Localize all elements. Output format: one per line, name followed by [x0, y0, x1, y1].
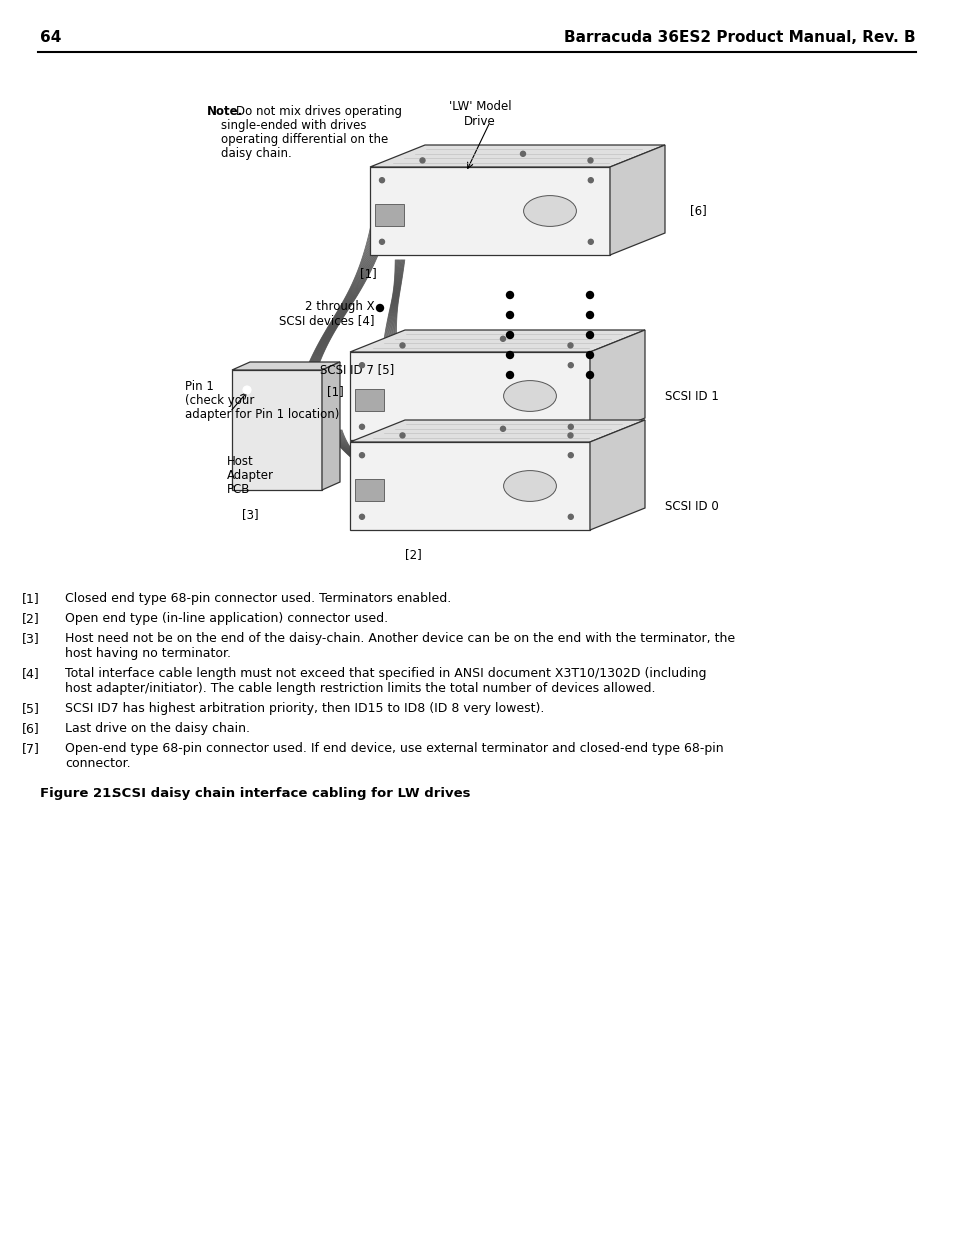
Text: Barracuda 36ES2 Product Manual, Rev. B: Barracuda 36ES2 Product Manual, Rev. B: [564, 31, 915, 46]
Bar: [355, 479, 383, 501]
Bar: [375, 205, 403, 226]
Polygon shape: [232, 370, 322, 490]
Circle shape: [506, 372, 513, 378]
Circle shape: [586, 352, 593, 358]
Circle shape: [506, 331, 513, 338]
Text: single-ended with drives: single-ended with drives: [221, 119, 366, 132]
Text: [4]: [4]: [22, 667, 40, 680]
Text: adapter for Pin 1 location): adapter for Pin 1 location): [185, 408, 339, 421]
Text: 64: 64: [40, 31, 61, 46]
Text: connector.: connector.: [65, 757, 131, 769]
Circle shape: [379, 178, 384, 183]
Text: Host: Host: [227, 454, 253, 468]
Text: [7]: [7]: [22, 742, 40, 755]
Circle shape: [568, 514, 573, 519]
Text: Open end type (in-line application) connector used.: Open end type (in-line application) conn…: [65, 613, 388, 625]
Circle shape: [399, 433, 405, 438]
Circle shape: [359, 363, 364, 368]
Text: (check your: (check your: [185, 394, 254, 408]
Circle shape: [376, 305, 383, 311]
Polygon shape: [232, 362, 339, 370]
Text: [1]: [1]: [22, 592, 40, 605]
Text: SCSI ID7 has highest arbitration priority, then ID15 to ID8 (ID 8 very lowest).: SCSI ID7 has highest arbitration priorit…: [65, 701, 544, 715]
Polygon shape: [322, 362, 339, 490]
Circle shape: [243, 387, 251, 394]
Circle shape: [506, 352, 513, 358]
Circle shape: [500, 336, 505, 341]
Polygon shape: [350, 420, 644, 442]
Text: [6]: [6]: [22, 722, 40, 735]
Circle shape: [586, 311, 593, 319]
Text: host adapter/initiator). The cable length restriction limits the total number of: host adapter/initiator). The cable lengt…: [65, 682, 655, 695]
Text: Note.: Note.: [207, 105, 243, 119]
Text: 2 through X: 2 through X: [305, 300, 375, 312]
Circle shape: [586, 331, 593, 338]
Circle shape: [568, 363, 573, 368]
Circle shape: [520, 152, 525, 157]
Text: [1]: [1]: [327, 385, 343, 398]
Bar: [355, 389, 383, 411]
Text: SCSI devices [4]: SCSI devices [4]: [279, 314, 375, 327]
Circle shape: [419, 158, 424, 163]
Text: [1]: [1]: [359, 267, 376, 280]
Circle shape: [379, 240, 384, 245]
Polygon shape: [350, 442, 589, 530]
Text: host having no terminator.: host having no terminator.: [65, 647, 231, 659]
Circle shape: [567, 433, 573, 438]
Polygon shape: [370, 167, 609, 254]
Text: Figure 21.: Figure 21.: [40, 787, 116, 800]
Circle shape: [359, 453, 364, 458]
Text: SCSI ID 0: SCSI ID 0: [664, 499, 718, 513]
Circle shape: [500, 426, 505, 431]
Text: Closed end type 68-pin connector used. Terminators enabled.: Closed end type 68-pin connector used. T…: [65, 592, 451, 605]
Circle shape: [506, 311, 513, 319]
Text: Last drive on the daisy chain.: Last drive on the daisy chain.: [65, 722, 250, 735]
Text: Pin 1: Pin 1: [185, 380, 213, 393]
Ellipse shape: [503, 471, 556, 501]
Ellipse shape: [503, 380, 556, 411]
Circle shape: [568, 453, 573, 458]
Polygon shape: [350, 330, 644, 352]
Ellipse shape: [523, 195, 576, 226]
Text: [5]: [5]: [22, 701, 40, 715]
Text: [2]: [2]: [22, 613, 40, 625]
Circle shape: [359, 425, 364, 430]
Polygon shape: [370, 144, 664, 167]
Circle shape: [588, 178, 593, 183]
Text: Do not mix drives operating: Do not mix drives operating: [235, 105, 401, 119]
Text: Host need not be on the end of the daisy-chain. Another device can be on the end: Host need not be on the end of the daisy…: [65, 632, 735, 645]
Polygon shape: [350, 352, 589, 440]
Circle shape: [506, 291, 513, 299]
Text: daisy chain.: daisy chain.: [221, 147, 292, 161]
Polygon shape: [589, 330, 644, 440]
Text: PCB: PCB: [227, 483, 250, 496]
Circle shape: [586, 372, 593, 378]
Polygon shape: [589, 420, 644, 530]
Text: SCSI daisy chain interface cabling for LW drives: SCSI daisy chain interface cabling for L…: [112, 787, 470, 800]
Text: [3]: [3]: [242, 508, 258, 521]
Circle shape: [359, 514, 364, 519]
Text: Open-end type 68-pin connector used. If end device, use external terminator and : Open-end type 68-pin connector used. If …: [65, 742, 723, 755]
Circle shape: [588, 240, 593, 245]
Polygon shape: [609, 144, 664, 254]
Text: SCSI ID 1: SCSI ID 1: [664, 389, 719, 403]
Text: SCSI ID 7 [5]: SCSI ID 7 [5]: [319, 363, 394, 377]
Circle shape: [567, 343, 573, 348]
Text: [3]: [3]: [22, 632, 40, 645]
Text: Adapter: Adapter: [227, 469, 274, 482]
Circle shape: [587, 158, 593, 163]
Text: [6]: [6]: [689, 205, 706, 217]
Circle shape: [568, 425, 573, 430]
Circle shape: [399, 343, 405, 348]
Text: 'LW' Model
Drive: 'LW' Model Drive: [448, 100, 511, 128]
Circle shape: [586, 291, 593, 299]
Text: [2]: [2]: [405, 548, 421, 561]
Text: Total interface cable length must not exceed that specified in ANSI document X3T: Total interface cable length must not ex…: [65, 667, 706, 680]
Text: operating differential on the: operating differential on the: [221, 133, 388, 146]
